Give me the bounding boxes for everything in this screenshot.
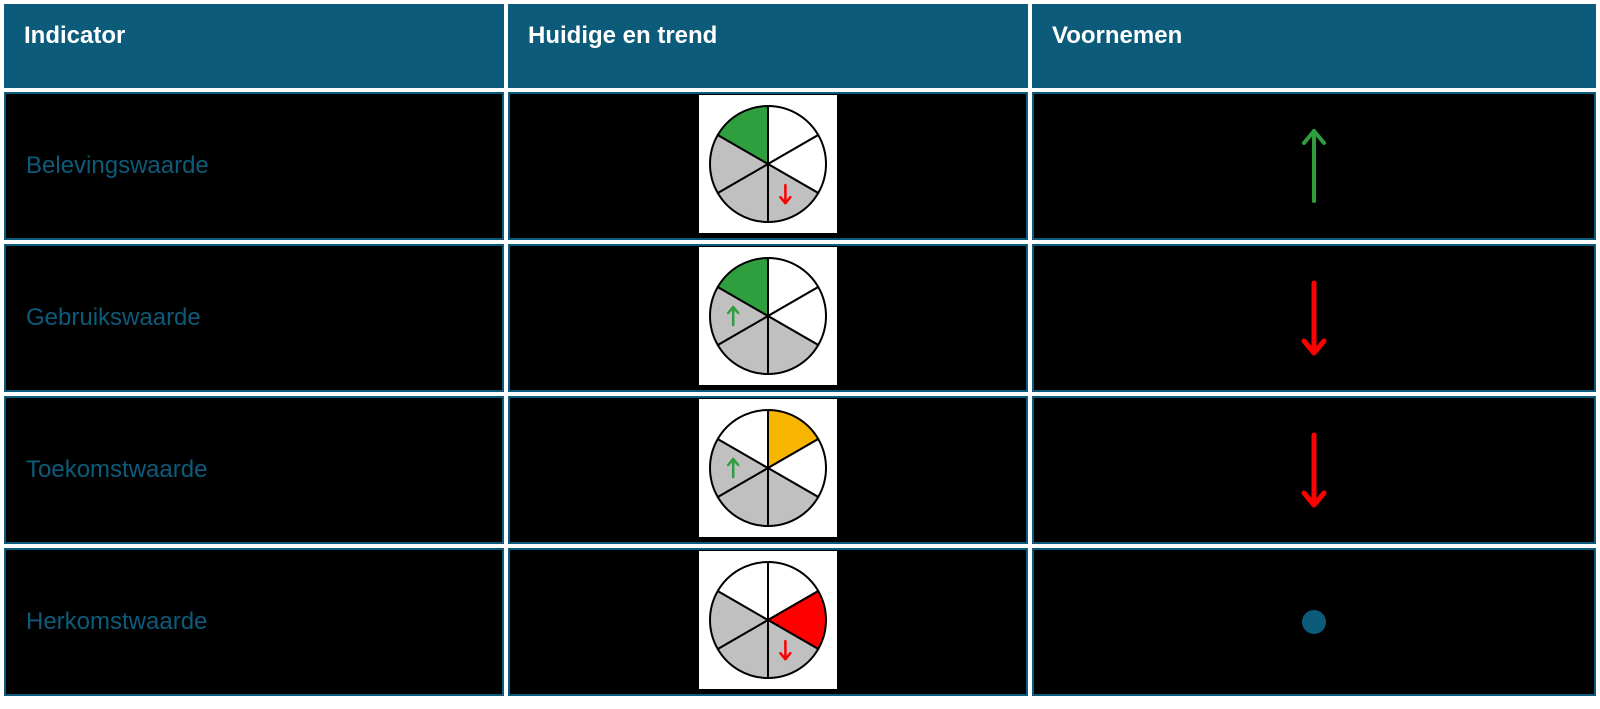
pie-frame xyxy=(699,95,837,233)
header-voornemen: Voornemen xyxy=(1032,4,1596,88)
voornemen-cell xyxy=(1032,92,1596,240)
huidige-cell xyxy=(508,396,1028,544)
voornemen-cell xyxy=(1032,548,1596,696)
pie-frame xyxy=(699,247,837,385)
indicator-label: Belevingswaarde xyxy=(4,92,504,240)
voornemen-cell xyxy=(1032,244,1596,392)
voornemen-dot-icon xyxy=(1294,602,1334,642)
pie-chart xyxy=(703,99,833,229)
pie-frame xyxy=(699,399,837,537)
indicator-label: Herkomstwaarde xyxy=(4,548,504,696)
pie-frame xyxy=(699,551,837,689)
header-huidige: Huidige en trend xyxy=(508,4,1028,88)
voornemen-cell xyxy=(1032,396,1596,544)
header-indicator: Indicator xyxy=(4,4,504,88)
voornemen-arrow-icon xyxy=(1294,121,1334,211)
pie-chart xyxy=(703,403,833,533)
voornemen-arrow-icon xyxy=(1294,425,1334,515)
table-row: Toekomstwaarde xyxy=(4,396,1596,544)
huidige-cell xyxy=(508,92,1028,240)
huidige-cell xyxy=(508,548,1028,696)
table-row: Herkomstwaarde xyxy=(4,548,1596,696)
indicator-table: Indicator Huidige en trend Voornemen Bel… xyxy=(0,0,1600,700)
table-row: Gebruikswaarde xyxy=(4,244,1596,392)
pie-chart xyxy=(703,251,833,381)
indicator-label: Gebruikswaarde xyxy=(4,244,504,392)
table-header-row: Indicator Huidige en trend Voornemen xyxy=(4,4,1596,88)
huidige-cell xyxy=(508,244,1028,392)
pie-chart xyxy=(703,555,833,685)
voornemen-arrow-icon xyxy=(1294,273,1334,363)
table-row: Belevingswaarde xyxy=(4,92,1596,240)
indicator-label: Toekomstwaarde xyxy=(4,396,504,544)
